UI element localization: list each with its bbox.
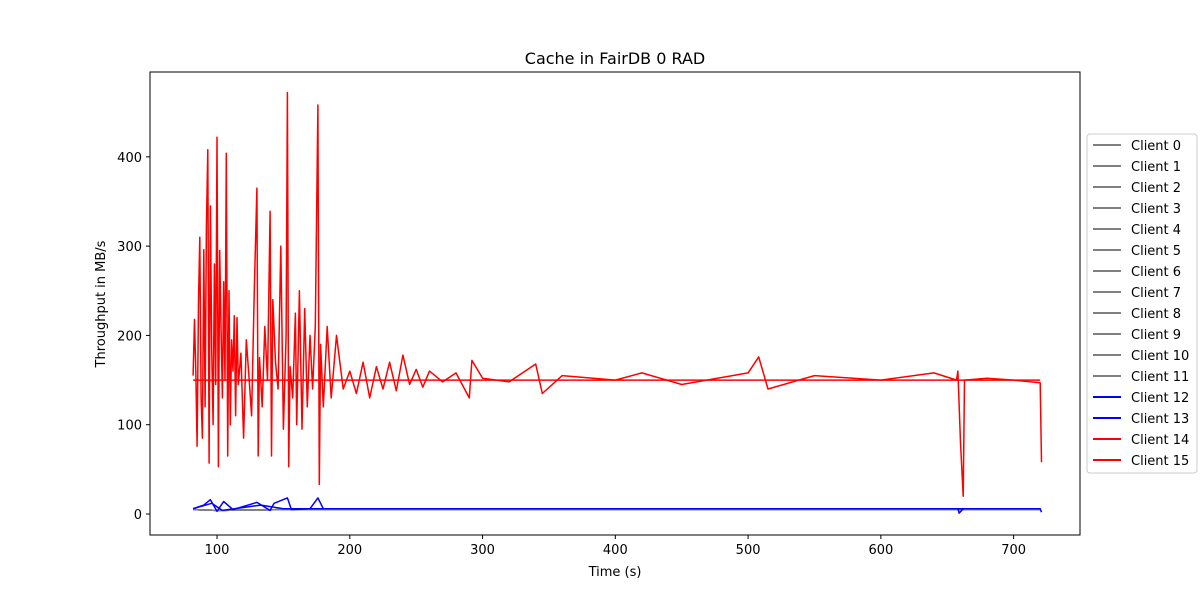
legend-label: Client 2 xyxy=(1131,181,1181,196)
legend-items: Client 0 Client 1 Client 2 Client 3 Client 4… xyxy=(1093,139,1189,469)
x-tick-label: 300 xyxy=(470,543,495,558)
legend-label: Client 4 xyxy=(1131,223,1181,238)
y-tick-label: 300 xyxy=(117,240,142,255)
x-axis-ticks: 100 200 300 400 500 600 700 xyxy=(205,535,1026,558)
legend-label: Client 15 xyxy=(1131,454,1189,469)
legend-label: Client 3 xyxy=(1131,202,1181,217)
series-line-client-13 xyxy=(192,502,1041,512)
legend-label: Client 0 xyxy=(1131,139,1181,154)
y-axis-label: Throughput in MB/s xyxy=(94,240,109,368)
legend-label: Client 5 xyxy=(1131,244,1181,259)
legend-label: Client 8 xyxy=(1131,307,1181,322)
series-line-client-14 xyxy=(192,91,1043,497)
y-axis-ticks: 0 100 200 300 400 xyxy=(117,151,150,523)
x-tick-label: 700 xyxy=(1001,543,1026,558)
x-tick-label: 500 xyxy=(736,543,761,558)
x-tick-label: 200 xyxy=(337,543,362,558)
series-line-client-11 xyxy=(193,508,1041,512)
legend-label: Client 9 xyxy=(1131,328,1181,343)
axes-frame xyxy=(149,71,1081,536)
y-tick-label: 100 xyxy=(117,419,142,434)
x-axis-label: Time (s) xyxy=(588,565,642,580)
legend-label: Client 11 xyxy=(1131,370,1189,385)
legend-label: Client 12 xyxy=(1131,391,1189,406)
chart-title: Cache in FairDB 0 RAD xyxy=(525,49,705,68)
x-tick-label: 600 xyxy=(868,543,893,558)
legend-label: Client 7 xyxy=(1131,286,1181,301)
legend-label: Client 1 xyxy=(1131,160,1181,175)
legend-label: Client 13 xyxy=(1131,412,1189,427)
y-tick-label: 200 xyxy=(117,329,142,344)
legend: Client 0 Client 1 Client 2 Client 3 Client 4… xyxy=(1086,133,1198,474)
y-tick-label: 0 xyxy=(134,508,142,523)
x-tick-label: 100 xyxy=(205,543,230,558)
x-tick-label: 400 xyxy=(603,543,628,558)
legend-frame xyxy=(1086,133,1198,474)
legend-label: Client 10 xyxy=(1131,349,1189,364)
plot-series xyxy=(192,91,1043,514)
legend-label: Client 14 xyxy=(1131,433,1189,448)
series-line-client-12 xyxy=(192,497,1043,514)
y-tick-label: 400 xyxy=(117,151,142,166)
legend-label: Client 6 xyxy=(1131,265,1181,280)
